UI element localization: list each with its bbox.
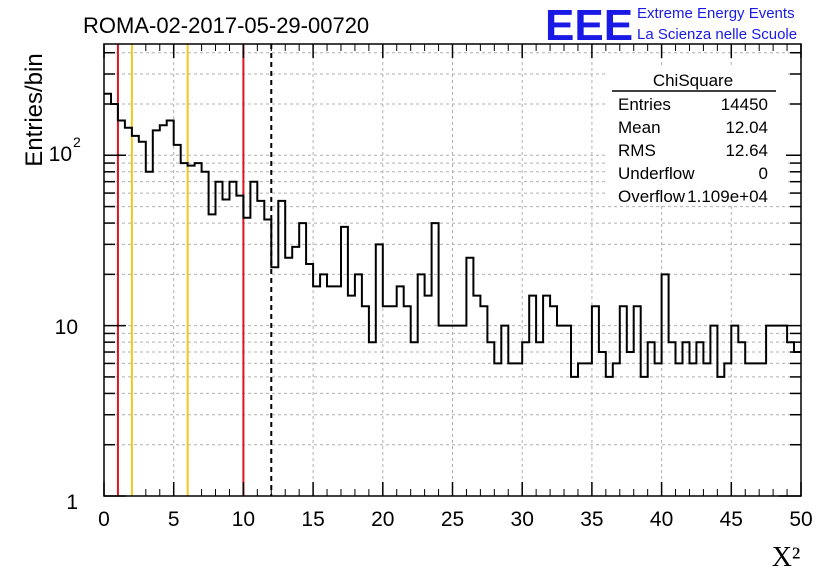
- x-tick-label-3: 15: [301, 508, 324, 531]
- stats-overflow-value: 1.109e+04: [687, 187, 768, 206]
- eee-logo: EEE Extreme Energy Events La Scienza nel…: [545, 1, 797, 50]
- stats-underflow-value: 0: [759, 164, 768, 183]
- y-tick-label-100-base: 10: [49, 143, 72, 166]
- y-tick-label-1: 1: [66, 491, 78, 514]
- histogram-series: [104, 92, 801, 378]
- reference-lines: [116, 44, 273, 496]
- stats-rms-value: 12.64: [725, 141, 768, 160]
- x-tick-label-8: 40: [650, 508, 673, 531]
- stats-box: ChiSquare Entries 14450 Mean 12.04 RMS 1…: [608, 66, 786, 206]
- y-axis-label: Entries/bin: [21, 53, 48, 166]
- logo-line-1: Extreme Energy Events: [637, 5, 795, 22]
- stats-overflow-label: Overflow: [618, 187, 686, 206]
- x-tick-label-0: 0: [98, 508, 110, 531]
- stats-rms-label: RMS: [618, 141, 656, 160]
- stats-underflow-label: Underflow: [618, 164, 695, 183]
- y-tick-label-100-exponent: 2: [73, 134, 81, 150]
- stats-mean-label: Mean: [618, 118, 661, 137]
- x-axis-ticks: [103, 44, 802, 496]
- x-tick-label-10: 50: [789, 508, 812, 531]
- x-tick-label-6: 30: [511, 508, 534, 531]
- stats-mean-value: 12.04: [725, 118, 768, 137]
- x-tick-label-5: 25: [441, 508, 464, 531]
- logo-line-2: La Scienza nelle Scuole: [637, 26, 797, 43]
- x-tick-label-2: 10: [232, 508, 255, 531]
- x-tick-label-9: 45: [720, 508, 743, 531]
- stats-box-title: ChiSquare: [653, 71, 733, 90]
- chart-title: ROMA-02-2017-05-29-00720: [83, 13, 369, 38]
- x-tick-labels: 0 5 10 15 20 25 30 35 40 45 50: [98, 508, 813, 531]
- minor-ticks: [117, 44, 788, 496]
- stats-entries-label: Entries: [618, 95, 671, 114]
- x-tick-label-4: 20: [371, 508, 394, 531]
- logo-eee: EEE: [545, 1, 633, 50]
- stats-entries-value: 14450: [721, 95, 768, 114]
- stats-box-background: [608, 66, 786, 206]
- x-axis-label: X²: [772, 542, 801, 572]
- y-tick-label-10: 10: [55, 316, 78, 339]
- x-tick-label-1: 5: [168, 508, 180, 531]
- x-tick-label-7: 35: [580, 508, 603, 531]
